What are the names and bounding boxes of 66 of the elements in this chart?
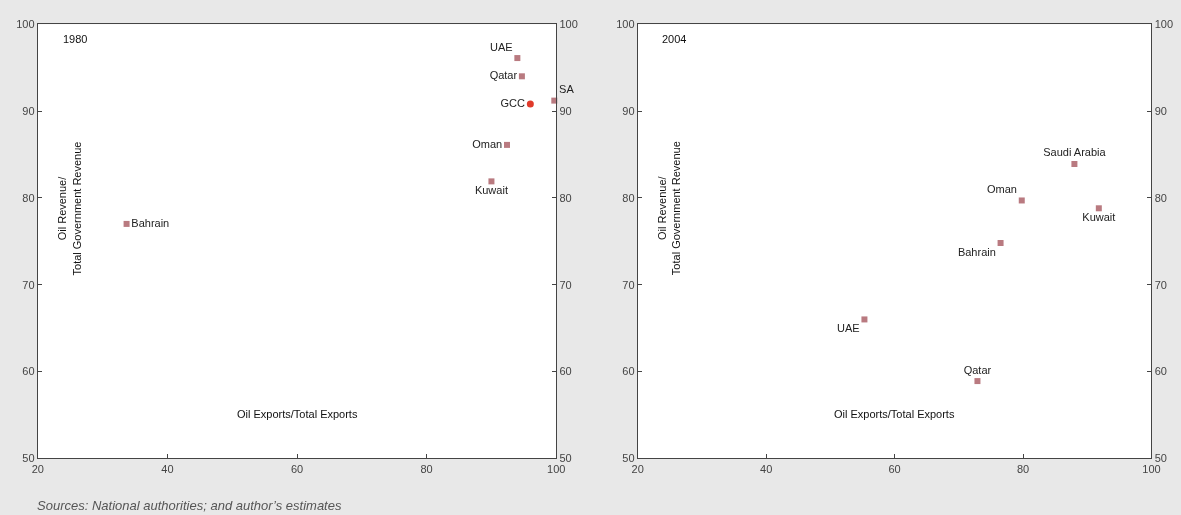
point xyxy=(518,73,525,80)
series-label: Bahrain xyxy=(957,246,996,259)
x-tick-label: 100 xyxy=(547,462,566,475)
series-label: UAE xyxy=(837,322,860,335)
y-axis-title: Oil Revenue/ Total Government Revenue xyxy=(655,141,683,276)
x-tick-label: 80 xyxy=(1016,462,1030,475)
y2-tick-label: 50 xyxy=(559,452,572,465)
series-label: UAE xyxy=(489,40,513,53)
y2-tick-label: 80 xyxy=(1154,191,1167,204)
x-tick-label: 60 xyxy=(888,462,901,475)
y-tick-label: 90 xyxy=(622,104,635,117)
series-label: Qatar xyxy=(963,363,992,376)
point xyxy=(123,220,130,227)
point xyxy=(997,240,1004,247)
y-tick-label: 50 xyxy=(622,452,635,465)
y2-tick-label: 90 xyxy=(1154,104,1167,117)
series-label: GCC xyxy=(500,96,525,109)
y-tick-label: 90 xyxy=(22,104,35,117)
point xyxy=(974,378,981,385)
y2-tick-label: 70 xyxy=(1154,278,1167,291)
series-label: Kuwait xyxy=(474,184,508,197)
series-label: Bahrain xyxy=(131,216,170,229)
y-tick-label: 80 xyxy=(622,191,635,204)
series-label: Oman xyxy=(987,182,1018,195)
point xyxy=(504,141,510,148)
y2-tick-label: 60 xyxy=(559,365,572,378)
series-label: Saudi Arabia xyxy=(1043,146,1107,159)
x-axis-title: Oil Exports/Total Exports xyxy=(834,408,955,420)
source-note: Sources: National authorities; and author’s estimates xyxy=(37,498,342,513)
x-tick-label: 20 xyxy=(631,462,644,475)
y2-tick-label: 80 xyxy=(559,191,572,204)
text: 2004 xyxy=(662,33,687,45)
y2-tick-label: 90 xyxy=(559,104,572,117)
point xyxy=(1095,205,1102,212)
x-tick-label: 20 xyxy=(31,462,44,475)
x-tick-label: 100 xyxy=(1142,462,1161,475)
point xyxy=(1018,197,1025,204)
x-tick-label: 80 xyxy=(420,462,433,475)
y2-tick-label: 60 xyxy=(1154,365,1167,378)
point xyxy=(514,55,521,62)
x-tick-label: 60 xyxy=(290,462,304,475)
series-label: Oman xyxy=(472,137,503,150)
x-axis-title: Oil Exports/Total Exports xyxy=(237,408,358,420)
y-tick-label: 70 xyxy=(22,278,35,291)
y-axis-title: Oil Revenue/ Total Government Revenue xyxy=(56,141,83,276)
point xyxy=(861,316,868,323)
y2-tick-label: 70 xyxy=(559,278,572,291)
point xyxy=(1071,160,1078,167)
series-label: Kuwait xyxy=(1082,211,1116,224)
y-tick-label: 50 xyxy=(22,452,35,465)
y-tick-label: 60 xyxy=(22,365,35,378)
y2-tick-label: 50 xyxy=(1154,452,1167,465)
y-tick-label: 70 xyxy=(622,278,635,291)
point xyxy=(488,178,495,185)
series-label: Qatar xyxy=(489,69,518,82)
y2-tick-label: 100 xyxy=(559,18,578,31)
x-tick-label: 40 xyxy=(760,462,773,475)
text: 1980 xyxy=(63,33,88,45)
y2-tick-label: 100 xyxy=(1154,18,1174,31)
series-label: SA xyxy=(559,83,575,96)
y-tick-label: 80 xyxy=(22,191,35,204)
x-tick-label: 40 xyxy=(161,462,174,475)
point xyxy=(526,100,534,108)
y-tick-label: 100 xyxy=(16,18,35,31)
y-tick-label: 100 xyxy=(616,18,635,31)
y-tick-label: 60 xyxy=(622,365,635,378)
